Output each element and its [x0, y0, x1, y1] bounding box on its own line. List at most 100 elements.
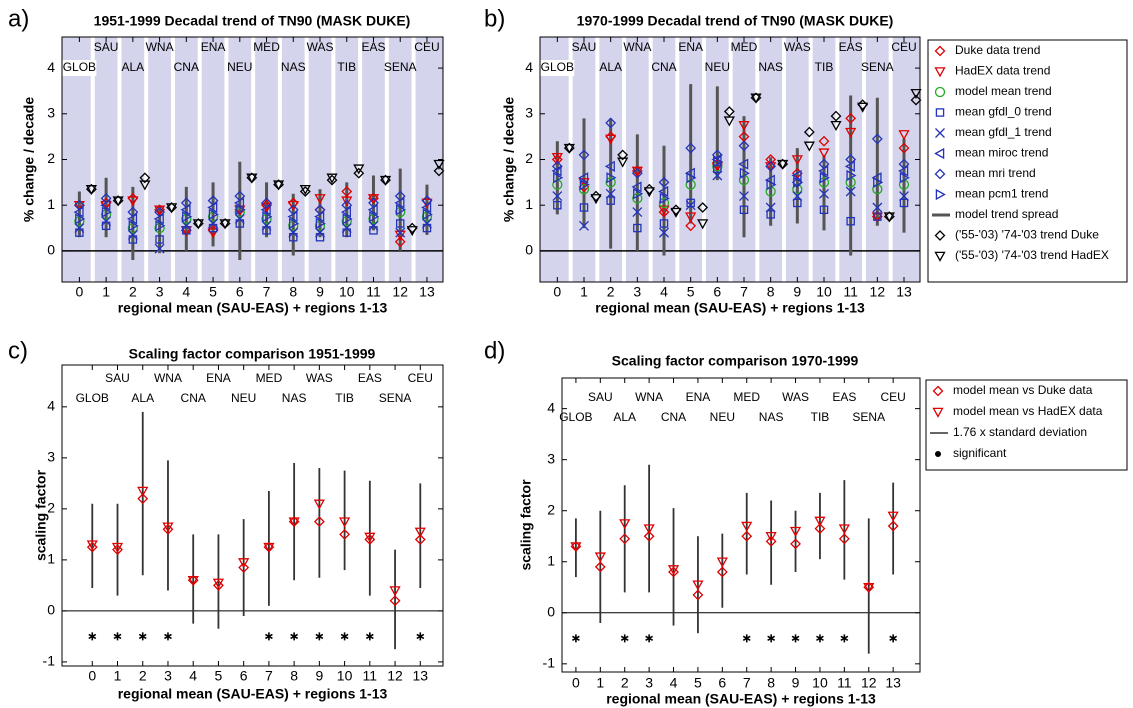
panel-label: b)	[484, 5, 505, 32]
x-tick-label: 4	[189, 668, 197, 684]
circle-marker	[605, 177, 616, 188]
diamond-marker	[139, 172, 151, 184]
region-label: WAS	[782, 390, 809, 404]
x-tick-label: 1	[102, 284, 110, 300]
square-marker	[793, 198, 802, 208]
triangle-marker	[100, 200, 112, 212]
diamond-marker	[364, 534, 376, 545]
triangle-marker	[723, 116, 735, 127]
y-tick-label: 4	[547, 399, 555, 415]
star-marker	[742, 634, 751, 643]
region-label: SAU	[94, 40, 119, 54]
diamond-marker	[127, 206, 139, 218]
triangle-marker	[433, 159, 445, 170]
triangle-marker	[262, 211, 273, 223]
star-marker	[889, 634, 898, 643]
triangle-marker	[551, 152, 563, 164]
x-tick-label: 11	[366, 284, 381, 300]
triangle-marker	[818, 148, 830, 159]
legend-label: mean mri trend	[955, 166, 1036, 180]
legend-box	[927, 39, 1128, 283]
x-tick-label: 4	[182, 284, 190, 300]
triangle-marker	[716, 557, 728, 568]
region-label: WAS	[307, 40, 334, 54]
legend-swatch	[935, 108, 945, 117]
x-marker	[765, 202, 776, 213]
triangle-marker	[101, 206, 112, 218]
star-marker	[290, 632, 299, 641]
x-axis-label: regional mean (SAU-EAS) + regions 1-13	[118, 300, 388, 316]
triangle-marker	[899, 172, 910, 184]
legend-swatch	[935, 128, 945, 138]
square-marker	[579, 203, 589, 212]
x-marker	[74, 223, 85, 234]
region-label: TIB	[337, 60, 356, 74]
triangle-marker	[139, 180, 151, 191]
triangle-marker	[803, 141, 815, 152]
triangle-marker	[738, 120, 750, 132]
diamond-marker	[341, 186, 353, 197]
region-label: MED	[253, 40, 280, 54]
x-marker	[739, 191, 749, 202]
legend-label: model mean trend	[955, 84, 1052, 98]
square-marker	[766, 210, 775, 219]
y-tick-label: 1	[47, 551, 55, 567]
region-label: EAS	[358, 371, 382, 385]
triangle-marker	[112, 196, 124, 207]
diamond-marker	[207, 195, 219, 207]
x-tick-label: 3	[645, 675, 653, 691]
diamond-marker	[299, 186, 311, 197]
x-marker	[368, 220, 379, 231]
x-tick-label: 3	[633, 284, 641, 300]
region-label: TIB	[815, 60, 834, 74]
region-label: WNA	[623, 40, 651, 54]
x-tick-label: 7	[743, 675, 751, 691]
triangle-marker	[685, 212, 697, 223]
triangle-marker	[553, 172, 564, 184]
diamond-marker	[898, 158, 910, 170]
diamond-marker	[910, 94, 922, 106]
triangle-marker	[604, 160, 615, 172]
triangle-marker	[606, 172, 617, 184]
x-marker	[208, 218, 219, 229]
diamond-marker	[830, 110, 842, 122]
x-tick-label: 13	[419, 284, 435, 300]
diamond-marker	[394, 236, 406, 248]
y-axis-label: % change / decade	[501, 97, 517, 222]
y-axis-label: scaling factor	[518, 479, 534, 571]
triangle-marker	[819, 172, 830, 184]
triangle-marker	[741, 521, 753, 532]
triangle-marker	[137, 486, 149, 497]
x-tick-label: 12	[870, 284, 886, 300]
diamond-marker	[605, 117, 617, 129]
diamond-marker	[738, 140, 750, 152]
diamond-marker	[658, 176, 670, 188]
triangle-marker	[353, 164, 365, 175]
legend-label: ('55-'03) '74-'03 trend HadEX	[955, 248, 1109, 262]
legend-label: mean pcm1 trend	[955, 187, 1048, 201]
triangle-marker	[235, 204, 246, 216]
diamond-marker	[814, 523, 826, 534]
x-axis-label: regional mean (SAU-EAS) + regions 1-13	[595, 300, 865, 316]
triangle-marker	[379, 175, 392, 186]
triangle-marker	[670, 207, 682, 218]
triangle-marker	[838, 524, 850, 535]
diamond-marker	[643, 530, 655, 542]
triangle-marker	[212, 578, 225, 589]
triangle-marker	[857, 102, 869, 113]
x-marker	[792, 191, 803, 202]
triangle-marker	[162, 522, 174, 533]
diamond-marker	[433, 165, 445, 177]
triangle-marker	[750, 93, 762, 104]
triangle-marker	[389, 586, 401, 597]
triangle-marker	[219, 219, 231, 230]
diamond-marker	[765, 160, 777, 172]
x-tick-label: 7	[740, 284, 748, 300]
square-marker	[873, 212, 882, 221]
y-tick-label: 1	[547, 552, 555, 568]
triangle-marker	[898, 130, 910, 141]
x-marker	[341, 223, 352, 234]
triangle-marker	[187, 576, 199, 587]
diamond-marker	[213, 579, 224, 591]
star-marker	[791, 634, 800, 643]
